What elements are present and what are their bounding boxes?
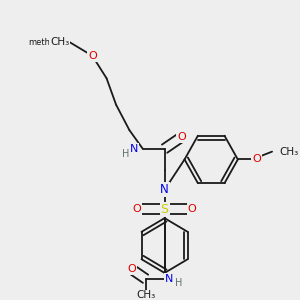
- Text: methoxy: methoxy: [28, 38, 65, 46]
- Text: O: O: [133, 204, 141, 214]
- Text: CH₃: CH₃: [280, 147, 299, 157]
- Text: O: O: [177, 132, 186, 142]
- Text: N: N: [130, 144, 138, 154]
- Text: CH₃: CH₃: [50, 37, 69, 47]
- Text: N: N: [160, 183, 169, 196]
- Text: O: O: [252, 154, 261, 164]
- Text: S: S: [160, 203, 169, 216]
- Text: H: H: [122, 148, 129, 159]
- Text: O: O: [127, 264, 136, 274]
- Text: H: H: [175, 278, 182, 288]
- Text: O: O: [188, 204, 197, 214]
- Text: N: N: [165, 274, 173, 284]
- Text: CH₃: CH₃: [136, 290, 155, 300]
- Text: O: O: [88, 51, 97, 61]
